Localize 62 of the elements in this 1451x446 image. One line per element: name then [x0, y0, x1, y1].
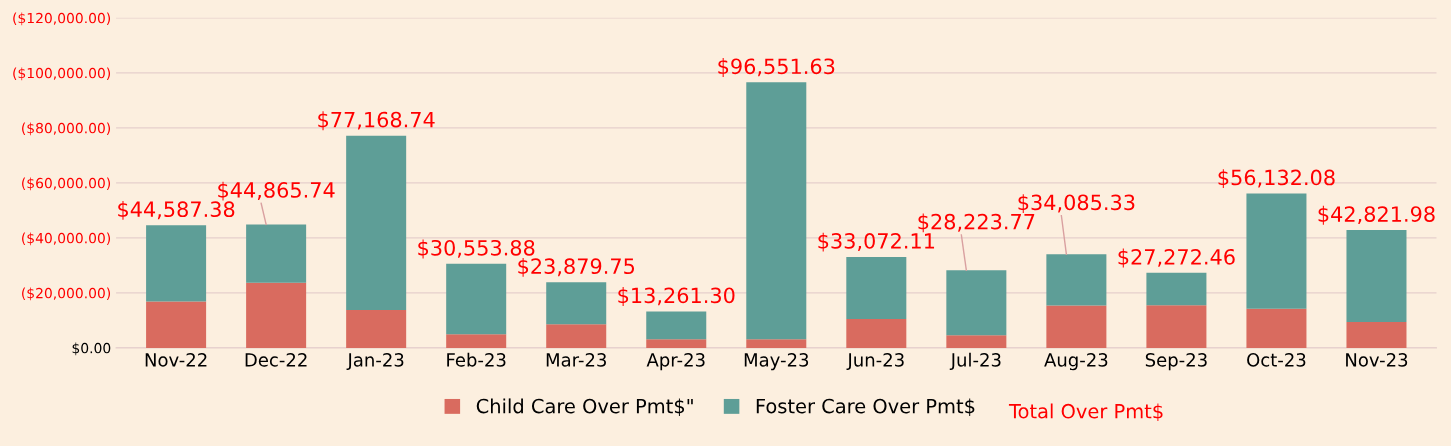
total-label: $42,821.98: [1318, 205, 1435, 225]
x-tick-label: Oct-23: [1247, 353, 1306, 367]
legend-label: Foster Care Over Pmt$: [756, 398, 975, 417]
bar: [246, 282, 307, 348]
bar: [1246, 308, 1307, 348]
x-tick-label: Nov-23: [1346, 353, 1408, 367]
legend-label: Child Care Over Pmt$": [476, 398, 693, 417]
total-label: $23,879.75: [518, 257, 635, 277]
bar: [446, 263, 507, 335]
bar: [746, 82, 807, 340]
total-label: $30,553.88: [418, 239, 535, 259]
bar: [346, 309, 407, 348]
bar: [246, 224, 307, 283]
x-tick-label: Apr-23: [646, 353, 705, 371]
total-label: $44,587.38: [118, 200, 235, 220]
bar: [846, 256, 907, 319]
y-tick-label: ($20,000.00): [22, 287, 111, 301]
total-label: $56,132.08: [1218, 169, 1335, 189]
bar: [746, 339, 807, 348]
bar: [646, 339, 707, 348]
total-label: $28,223.77: [918, 213, 1035, 233]
total-label: $77,168.74: [318, 111, 435, 131]
x-tick-label: May-23: [744, 353, 809, 371]
bar: [846, 319, 907, 348]
y-tick-label: ($40,000.00): [22, 232, 111, 246]
bar: [1346, 322, 1407, 348]
bar: [946, 335, 1007, 348]
bar: [1046, 254, 1107, 306]
x-tick-label: Mar-23: [546, 353, 606, 367]
y-tick-label: ($100,000.00): [13, 67, 111, 81]
y-tick-label: $0.00: [72, 342, 111, 356]
x-tick-label: Feb-23: [447, 352, 506, 367]
y-tick-label: ($60,000.00): [22, 177, 111, 191]
x-tick-label: Sep-23: [1145, 353, 1207, 371]
y-tick-label: ($80,000.00): [22, 122, 111, 136]
bar: [146, 301, 207, 348]
bar: [546, 324, 607, 348]
bar: [146, 225, 207, 302]
x-tick-label: Jul-23: [949, 352, 1001, 371]
bar: [446, 334, 507, 348]
bar: [1146, 305, 1207, 348]
text: Total Over Pmt$: [1008, 403, 1163, 422]
total-label: $44,865.74: [218, 181, 335, 201]
x-tick-label: Dec-22: [245, 353, 307, 367]
bar: [646, 311, 707, 340]
bar: [1246, 193, 1307, 309]
bar: [1046, 305, 1107, 348]
bar: [546, 282, 607, 325]
x-tick-label: Jan-23: [346, 353, 404, 371]
x-tick-label: Nov-22: [145, 353, 207, 367]
bar: [1346, 230, 1407, 323]
bar: [1146, 272, 1207, 306]
x-tick-label: Aug-23: [1044, 353, 1108, 371]
total-label: $33,072.11: [818, 232, 935, 252]
total-label: $27,272.46: [1118, 248, 1235, 268]
y-tick-label: ($120,000.00): [13, 12, 111, 26]
bar: [346, 135, 407, 310]
x-tick-label: Jun-23: [846, 353, 904, 371]
total-label: $13,261.30: [618, 287, 735, 307]
total-label: $34,085.33: [1018, 194, 1135, 214]
bar: [946, 270, 1007, 336]
total-label: $96,551.63: [718, 58, 835, 77]
